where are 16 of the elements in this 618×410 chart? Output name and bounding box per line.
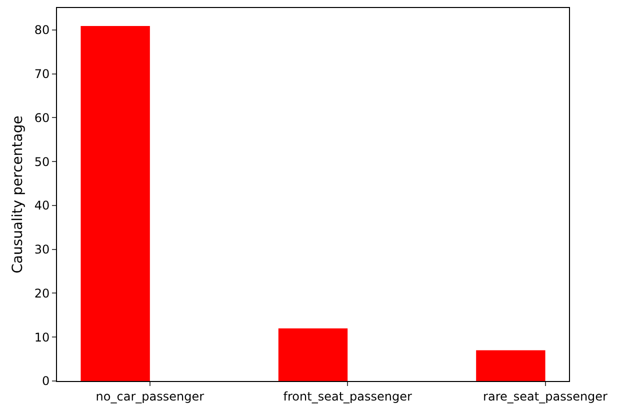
x-tick-label: no_car_passenger bbox=[96, 389, 204, 404]
x-tick-label: rare_seat_passenger bbox=[483, 389, 608, 404]
y-tick-label: 80 bbox=[34, 23, 50, 38]
bar bbox=[278, 328, 348, 381]
y-tick-label: 20 bbox=[34, 286, 50, 300]
y-tick-label: 70 bbox=[34, 67, 50, 82]
bar bbox=[80, 26, 150, 381]
y-tick-label: 10 bbox=[34, 330, 50, 344]
y-axis-title: Causuality percentage bbox=[10, 116, 26, 274]
bar bbox=[476, 350, 546, 381]
y-tick-label: 40 bbox=[34, 198, 50, 213]
y-tick-label: 0 bbox=[42, 374, 50, 388]
y-tick-label: 60 bbox=[34, 110, 50, 125]
x-tick-label: front_seat_passenger bbox=[283, 389, 412, 404]
y-tick-label: 50 bbox=[34, 154, 50, 169]
y-tick-label: 30 bbox=[34, 242, 50, 257]
